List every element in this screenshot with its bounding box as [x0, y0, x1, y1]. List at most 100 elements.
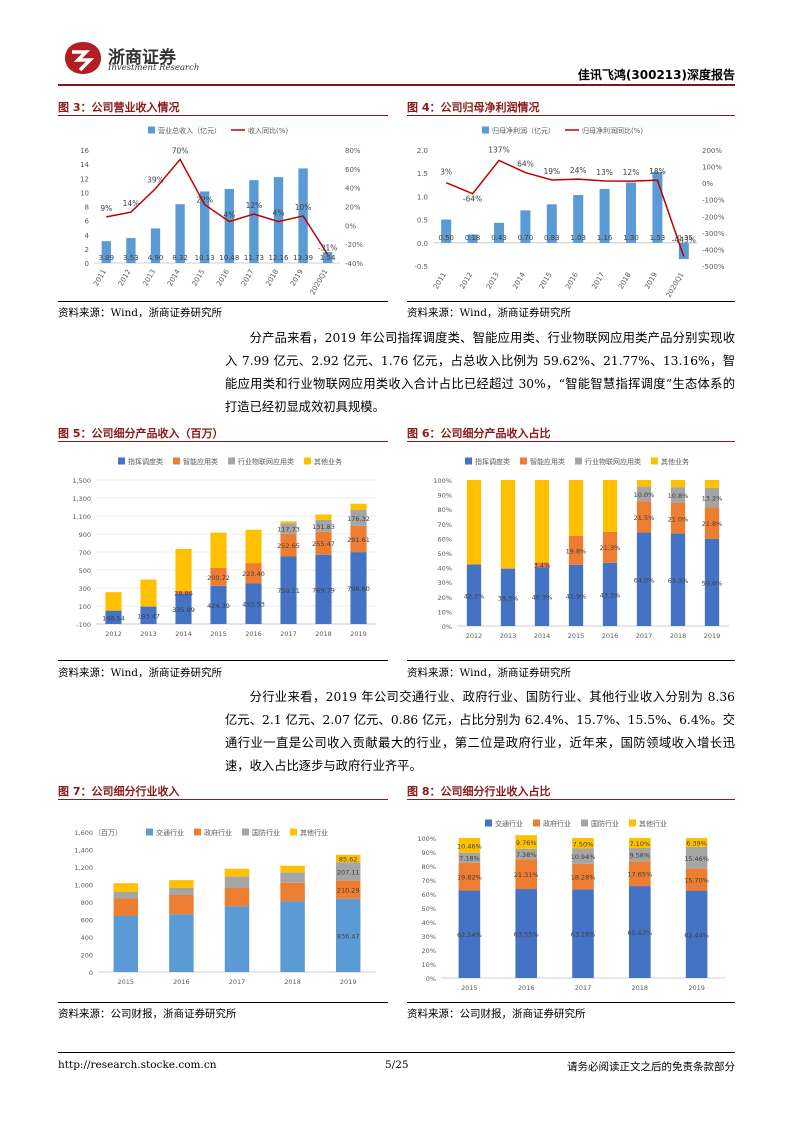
f8-legend-swatch-0	[485, 819, 492, 827]
f4-line-label: 18%	[649, 167, 666, 176]
f7-y-tick: 1,400	[74, 847, 93, 855]
f8-bar-segment	[458, 852, 481, 863]
f3-line-label: 14%	[123, 199, 140, 208]
f5-bar-segment	[315, 531, 332, 555]
f7-y-tick: 200	[81, 952, 93, 960]
f6-legend-swatch-1	[520, 457, 527, 465]
f8-bar-segment	[685, 890, 708, 978]
f6-x-tick: 2015	[568, 632, 585, 640]
f8-bar-segment	[515, 848, 537, 860]
f6-y-tick: 0%	[442, 623, 452, 631]
figure-8-rule	[407, 799, 735, 800]
f6-segment-label: 13.2%	[702, 495, 723, 503]
f8-segment-label: 7.10%	[629, 840, 650, 848]
f4-legend-label-1: 归母净利润同比(%)	[582, 126, 643, 135]
f5-segment-label: 769.79	[312, 586, 335, 594]
figure-6-source: 资料来源：Wind，浙商证券研究所	[407, 667, 571, 679]
f5-bar-segment	[280, 533, 297, 557]
f4-bar-label: 0.70	[518, 234, 534, 242]
figure-4-source: 资料来源：Wind，浙商证券研究所	[407, 307, 571, 319]
f6-bar-segment	[670, 487, 686, 503]
f6-y-tick: 40%	[438, 565, 452, 573]
f3-bar-label: 11.73	[244, 254, 264, 262]
f7-bar-segment	[280, 872, 305, 883]
f6-y-tick: 50%	[438, 550, 452, 558]
f6-bar-segment	[636, 501, 652, 533]
f6-bar-segment	[500, 480, 516, 569]
f6-bar-segment	[568, 564, 584, 626]
f5-bar-segment	[280, 523, 297, 534]
f7-x-tick: 2018	[284, 978, 301, 986]
f8-bar-segment	[458, 838, 481, 853]
f4-bar-label: 1.53	[650, 234, 666, 242]
f6-segment-label: 64.0%	[634, 576, 655, 584]
f4-y2-tick: 0%	[702, 180, 713, 188]
f7-bar-segment	[224, 888, 250, 907]
figure-8-source: 资料来源：公司财报，浙商证券研究所	[407, 1008, 586, 1020]
f8-segment-label: 15.70%	[684, 877, 709, 885]
f4-legend-swatch-0	[482, 126, 489, 134]
f6-x-tick: 2019	[704, 632, 721, 640]
f4-line-label: -443%	[672, 236, 696, 245]
footer-url-link[interactable]: http://research.stocke.com.cn	[58, 1059, 217, 1071]
figure-6-title: 图 6：公司细分产品收入占比	[407, 427, 551, 440]
f8-x-tick: 2016	[518, 984, 535, 992]
f5-y-tick: 700	[79, 549, 91, 557]
f6-segment-label: 43.3%	[600, 591, 621, 599]
f3-x-tick: 2016	[215, 268, 231, 288]
f5-bar-segment	[105, 592, 122, 611]
f7-bar-segment	[280, 865, 305, 873]
f4-x-tick: 2020Q1	[665, 271, 686, 298]
f7-legend-label-0: 交通行业	[156, 828, 184, 837]
f5-x-tick: 2019	[350, 630, 367, 638]
f3-line-label: 9%	[100, 204, 112, 213]
f5-segment-label: 255.47	[312, 540, 335, 548]
f4-bar	[652, 171, 663, 243]
f4-bar	[520, 210, 531, 243]
f8-bar-segment	[458, 890, 481, 978]
f5-bar-segment	[315, 519, 332, 532]
f5-bar-segment	[175, 593, 192, 624]
f8-legend-label-0: 交通行业	[495, 819, 523, 828]
f6-legend-label-2: 行业物联网应用类	[585, 457, 641, 466]
f8-y-tick: 10%	[422, 961, 436, 969]
figure-4-title: 图 4：公司归母净利润情况	[407, 101, 540, 114]
f8-x-tick: 2015	[461, 984, 478, 992]
f5-legend-swatch-3	[304, 457, 311, 465]
f3-bar	[200, 191, 210, 263]
figure-7-chart: 交通行业 政府行业 国防行业 其他行业 （百万） 0 200 400 600 800 1,000 1,…	[74, 828, 376, 986]
f8-y-tick: 50%	[422, 905, 436, 913]
f4-y2-tick: -300%	[702, 230, 725, 238]
f5-bar-segment	[315, 554, 332, 624]
figure-7-rule	[58, 799, 388, 800]
f5-y-tick: 1,100	[72, 513, 91, 521]
f7-bar-segment	[224, 876, 250, 888]
figure-6-chart: 指挥调度类 智能应用类 行业物联网应用类 其他业务 0% 10% 20% 30% 40% 50% 6…	[433, 457, 729, 640]
f3-legend-label-1: 收入同比(%)	[248, 126, 288, 135]
f8-bar-segment	[572, 838, 594, 849]
f8-segment-label: 65.67%	[627, 929, 652, 937]
figure-3-title: 图 3：公司营业收入情况	[58, 101, 180, 114]
f5-bar-segment	[175, 548, 192, 592]
f5-bar-segment	[140, 579, 157, 607]
f8-legend-swatch-3	[629, 819, 636, 827]
f3-line-label: 12%	[246, 201, 263, 210]
f7-legend-label-3: 其他行业	[300, 828, 328, 837]
f8-segment-label: 21.31%	[514, 871, 539, 879]
f3-bar	[175, 204, 185, 263]
f5-bar-segment	[350, 509, 367, 526]
f6-legend-swatch-3	[651, 457, 658, 465]
brand-name: 浙商证券	[108, 48, 176, 68]
f6-segment-label: 3.4%	[534, 562, 551, 570]
f4-line-label: 24%	[570, 166, 587, 175]
f6-x-tick: 2014	[534, 632, 551, 640]
f7-segment-label: 836.47	[337, 932, 360, 940]
f3-bar	[126, 238, 136, 263]
f3-y-tick: 16	[80, 147, 89, 155]
f3-x-tick: 2018	[264, 268, 280, 287]
f7-x-tick: 2019	[340, 978, 357, 986]
report-title: 佳讯飞鸿(300213)深度报告	[577, 68, 735, 82]
f6-bar-segment	[568, 535, 584, 565]
f6-bar-segment	[636, 480, 652, 487]
f3-bar-label: 4.90	[148, 254, 164, 262]
